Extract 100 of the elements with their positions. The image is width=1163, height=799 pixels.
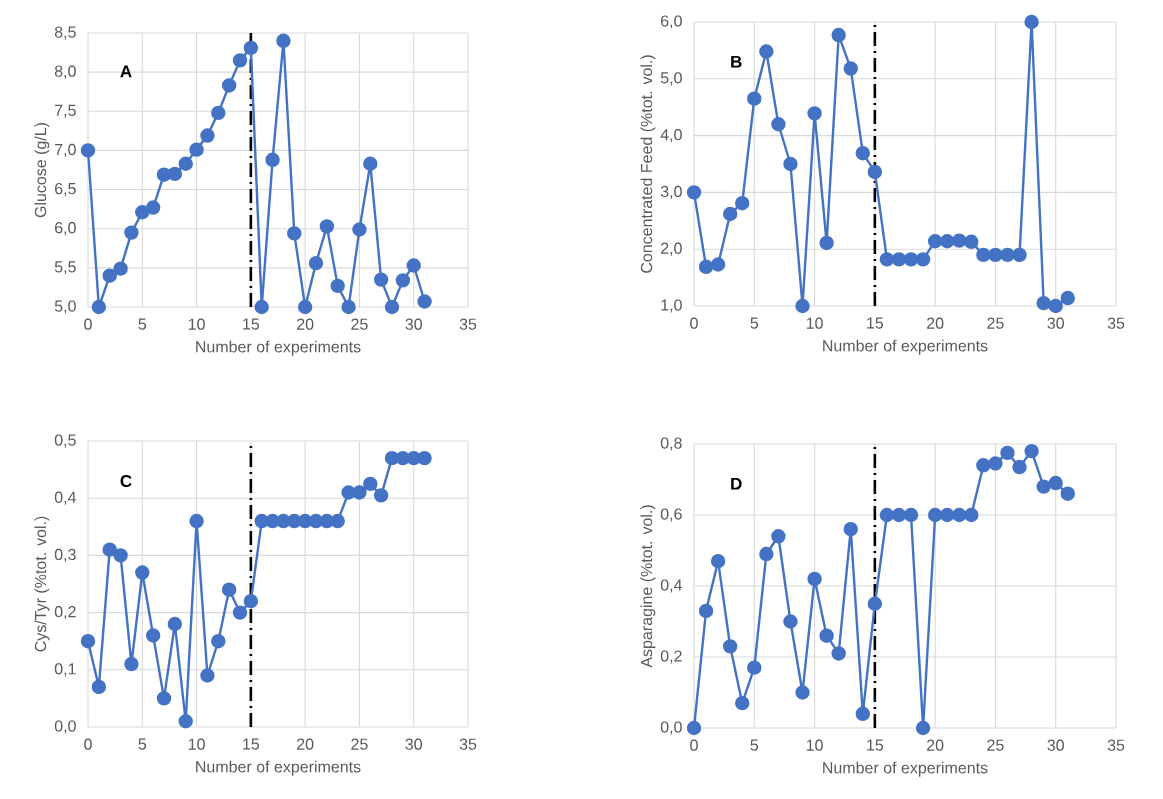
- y-tick-label: 0,8: [660, 437, 682, 451]
- x-tick-label: 20: [927, 317, 944, 329]
- x-tick-label: 10: [188, 738, 205, 750]
- point: [879, 252, 895, 267]
- point: [124, 225, 139, 240]
- y-tick-label: 7,5: [55, 104, 76, 118]
- point: [722, 206, 738, 222]
- x-tick-label: 15: [243, 738, 260, 750]
- x-tick-label: 35: [459, 738, 477, 750]
- point: [952, 507, 967, 523]
- point: [352, 222, 367, 237]
- point: [102, 542, 117, 557]
- x-tick-label: 30: [405, 318, 422, 330]
- point: [1036, 479, 1051, 494]
- x-axis-title: Number of experiments: [823, 339, 988, 355]
- point: [915, 720, 931, 736]
- y-tick-label: 1,0: [661, 299, 682, 313]
- x-tick-label: 30: [1047, 739, 1064, 751]
- y-tick-label: 6,0: [661, 15, 682, 29]
- point: [1000, 445, 1015, 461]
- point: [747, 91, 762, 106]
- y-tick-label: 0,1: [54, 663, 76, 677]
- point: [686, 720, 702, 736]
- x-tick-label: 0: [690, 317, 698, 329]
- point: [373, 488, 389, 503]
- y-tick-label: 2,0: [661, 242, 682, 256]
- point: [156, 691, 172, 706]
- point: [903, 252, 919, 267]
- point: [819, 628, 834, 643]
- point: [232, 605, 248, 620]
- x-tick-label: 20: [927, 739, 944, 751]
- point: [698, 259, 714, 274]
- y-tick-label: 6,5: [55, 182, 76, 197]
- point: [330, 513, 345, 529]
- point: [771, 117, 786, 132]
- y-tick-label: 0,0: [660, 721, 682, 735]
- x-tick-label: 10: [806, 317, 823, 329]
- point: [178, 156, 193, 171]
- x-tick-label: 5: [750, 317, 759, 329]
- x-tick-label: 30: [405, 738, 422, 750]
- x-tick-label: 35: [1107, 317, 1125, 329]
- point: [211, 633, 226, 649]
- point: [988, 456, 1003, 471]
- y-tick-label: 0,4: [660, 579, 682, 593]
- point: [417, 294, 432, 309]
- point: [363, 156, 378, 171]
- x-tick-label: 0: [690, 739, 698, 751]
- point: [807, 106, 822, 121]
- x-tick-label: 25: [351, 738, 368, 750]
- point: [1048, 475, 1063, 491]
- x-tick-label: 20: [297, 318, 314, 330]
- point: [232, 53, 248, 68]
- y-tick-label: 5,0: [54, 300, 76, 314]
- point: [771, 529, 786, 544]
- point: [211, 105, 226, 121]
- point: [80, 633, 96, 649]
- x-tick-label: 25: [987, 317, 1004, 329]
- point: [1024, 443, 1039, 459]
- y-tick-label: 0,4: [54, 491, 76, 505]
- point: [747, 660, 762, 675]
- point: [243, 593, 259, 609]
- point: [178, 714, 193, 729]
- point: [124, 656, 139, 672]
- point: [189, 513, 204, 529]
- x-axis-title: Number of experiments: [196, 760, 361, 776]
- point: [1060, 290, 1075, 306]
- y-axis-title: Asparagine (%tot. vol.): [640, 505, 656, 668]
- point: [710, 257, 726, 272]
- point: [167, 616, 183, 632]
- point: [722, 639, 738, 654]
- point: [363, 476, 378, 492]
- y-tick-label: 4,0: [660, 128, 682, 143]
- y-tick-label: 0,2: [660, 650, 682, 664]
- x-tick-label: 10: [806, 739, 823, 751]
- point: [341, 299, 356, 315]
- point: [843, 521, 858, 537]
- point: [1048, 298, 1063, 314]
- point: [952, 233, 967, 248]
- point: [831, 27, 846, 43]
- annotation: D: [731, 477, 742, 490]
- point: [988, 247, 1003, 263]
- point: [102, 268, 117, 283]
- point: [406, 258, 421, 273]
- point: [686, 185, 702, 200]
- point: [964, 234, 979, 249]
- point: [1060, 486, 1075, 501]
- point: [927, 234, 943, 249]
- annotation: B: [731, 55, 742, 68]
- point: [1036, 295, 1051, 311]
- x-tick-label: 15: [867, 739, 884, 751]
- point: [145, 200, 161, 215]
- point: [373, 272, 389, 287]
- y-axis-title: Cys/Tyr (%tot. vol.): [34, 516, 50, 652]
- point: [287, 226, 302, 241]
- point: [891, 252, 907, 267]
- point: [1012, 459, 1027, 475]
- y-tick-label: 8,5: [54, 26, 76, 40]
- y-tick-label: 5,0: [660, 72, 682, 86]
- point: [145, 628, 161, 643]
- point: [80, 143, 96, 158]
